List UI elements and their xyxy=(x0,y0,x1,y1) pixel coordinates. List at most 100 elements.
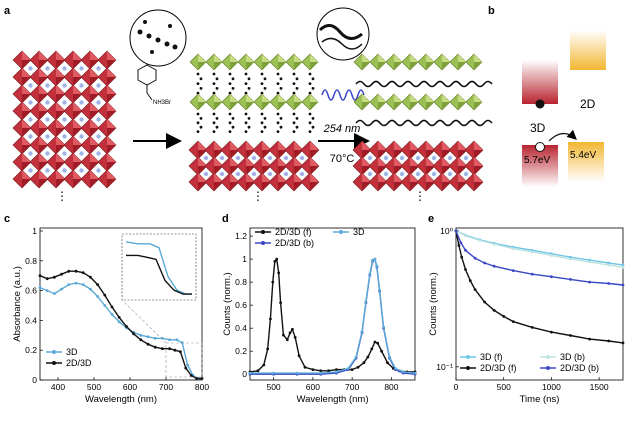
cation-dot xyxy=(45,100,50,105)
cation-dot xyxy=(203,155,209,161)
pbx6-octahedron xyxy=(300,140,320,160)
series-line xyxy=(455,230,624,344)
pbx6-2d-octahedron xyxy=(465,93,483,111)
data-point xyxy=(335,368,338,371)
pbx6-2d-octahedron xyxy=(285,93,303,111)
data-point xyxy=(607,261,611,265)
pbx6-octahedron xyxy=(80,152,100,172)
y-tick-label: 10⁻¹ xyxy=(436,362,453,372)
pbx6-2d-octahedron xyxy=(417,53,435,71)
pbx6-2d-octahedron xyxy=(269,53,287,71)
data-point xyxy=(473,256,477,260)
data-point xyxy=(266,347,270,351)
pbx6-octahedron xyxy=(352,140,372,160)
data-point xyxy=(335,370,338,374)
data-point xyxy=(530,272,534,276)
data-point xyxy=(271,280,275,284)
ligand-atom xyxy=(228,130,232,134)
pbx6-octahedron xyxy=(80,101,100,121)
series-line xyxy=(249,257,415,373)
data-point xyxy=(103,293,107,297)
pbx6-2d-octahedron xyxy=(205,93,223,111)
y-tick-label: 0.2 xyxy=(25,345,37,355)
data-point xyxy=(468,279,472,283)
ligand-atom xyxy=(244,130,248,134)
data-point xyxy=(464,248,467,252)
cation-dot xyxy=(62,151,67,156)
ellipsis-bulk: ⋮ xyxy=(56,189,68,203)
ligand-atom xyxy=(308,130,312,134)
pbx6-octahedron xyxy=(46,135,66,155)
cation-dot xyxy=(45,134,50,139)
data-point xyxy=(103,304,107,307)
data-point xyxy=(459,241,463,245)
pbx6-octahedron xyxy=(268,156,288,176)
pbx6-2d-octahedron xyxy=(353,93,371,111)
x-tick-label: 500 xyxy=(266,382,280,392)
pbx6-octahedron xyxy=(204,156,224,176)
ligand-atom xyxy=(244,72,248,76)
data-point xyxy=(67,283,71,286)
legend-marker xyxy=(546,366,550,370)
data-point xyxy=(492,309,496,312)
data-point xyxy=(262,363,266,367)
data-point xyxy=(550,330,553,334)
pbx6-2d-octahedron xyxy=(269,93,287,111)
ligand-atom xyxy=(292,72,296,76)
y-tick-label: 1.2 xyxy=(235,231,247,241)
data-point xyxy=(139,338,143,342)
pbx6-octahedron xyxy=(63,152,83,172)
pbx6-2d-octahedron xyxy=(369,53,387,71)
y-tick-label: 0 xyxy=(242,369,247,379)
ligand-atom xyxy=(276,112,280,116)
data-point xyxy=(89,275,92,279)
pbx6-octahedron xyxy=(252,140,272,160)
plot-frame xyxy=(249,227,416,381)
pbx6-2d-octahedron xyxy=(385,93,403,111)
legend-label: 3D (f) xyxy=(480,352,503,362)
cation-dot xyxy=(399,155,405,161)
ligand-atom xyxy=(199,117,203,120)
data-point xyxy=(588,260,591,264)
uv-light-wave-icon xyxy=(321,89,365,101)
pbx6-octahedron xyxy=(46,50,66,70)
x-tick-label: 1000 xyxy=(542,382,561,392)
legend-label: 2D/3D (f) xyxy=(480,363,517,373)
cation-dot xyxy=(62,66,67,71)
cation-dot xyxy=(28,168,33,173)
temperature-label: 70°C xyxy=(330,153,355,165)
data-point xyxy=(394,367,397,370)
pbx6-octahedron xyxy=(29,50,49,70)
pbx6-octahedron xyxy=(97,135,117,155)
ligand-atom xyxy=(260,82,264,85)
data-point xyxy=(295,371,299,375)
data-point xyxy=(110,313,114,316)
ligand-atom xyxy=(263,77,267,81)
data-point xyxy=(256,369,260,373)
energy-2d: 5.4eV xyxy=(570,150,596,161)
cation-dot xyxy=(28,151,33,156)
ligand-atom xyxy=(247,77,251,81)
ligand-atom xyxy=(308,91,312,95)
data-point xyxy=(81,283,85,286)
data-point xyxy=(277,271,281,275)
data-point xyxy=(272,371,275,375)
ligand-atom xyxy=(308,121,312,125)
data-point xyxy=(388,355,391,359)
pbx6-octahedron xyxy=(368,140,388,160)
cation-dot xyxy=(415,171,421,177)
polymer-ligand xyxy=(467,119,493,127)
y-axis-label: Absorbance (a.u.) xyxy=(12,266,23,342)
x-tick-label: 500 xyxy=(87,382,101,392)
cation-dot xyxy=(62,83,67,88)
pbx6-octahedron xyxy=(368,156,388,176)
pbx6-octahedron xyxy=(97,101,117,121)
pbx6-octahedron xyxy=(63,118,83,138)
ligand-atom xyxy=(196,82,200,85)
ligand-atom xyxy=(276,72,280,76)
plot-frame xyxy=(455,227,624,381)
x-tick-label: 800 xyxy=(195,382,209,392)
pbx6-2d-octahedron xyxy=(465,53,483,71)
data-point xyxy=(38,274,42,278)
cation-dot xyxy=(28,83,33,88)
